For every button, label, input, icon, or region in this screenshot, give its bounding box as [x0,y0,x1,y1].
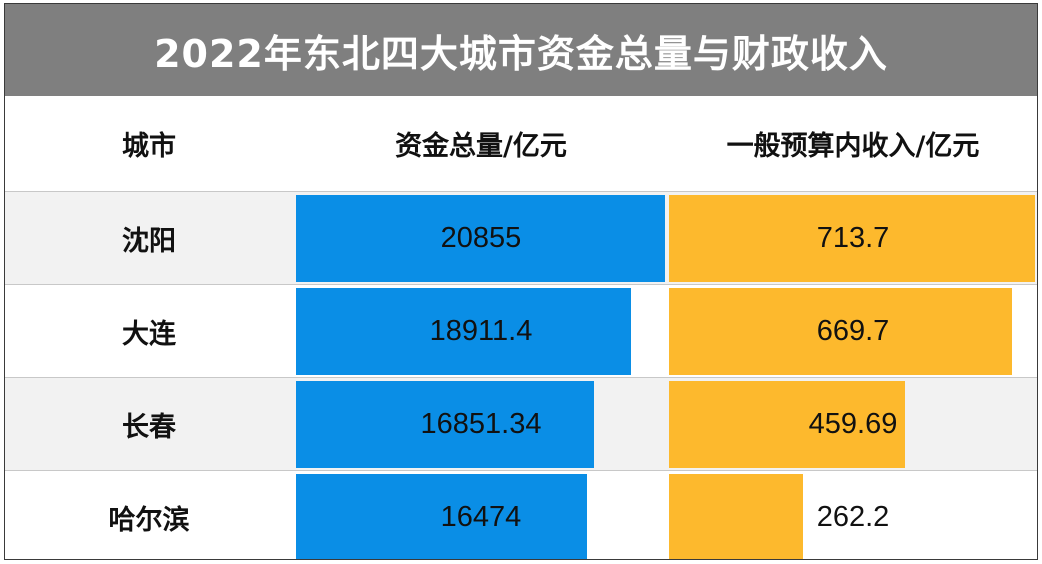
chart-title: 2022年东北四大城市资金总量与财政收入 [154,31,888,76]
revenue-cell: 669.7 [669,285,1037,377]
fund-cell: 16474 [296,471,666,559]
city-cell: 大连 [122,318,176,350]
revenue-value: 459.69 [808,407,898,440]
header-city: 城市 [122,131,176,162]
fund-cell: 20855 [296,192,666,284]
fund-value: 16474 [440,500,522,533]
table-row: 大连 18911.4 669.7 [5,285,1037,378]
city-cell: 哈尔滨 [108,504,190,536]
fund-value: 20855 [440,221,522,254]
revenue-cell: 713.7 [669,192,1037,284]
revenue-bar [669,381,905,468]
fund-value: 16851.34 [420,407,542,440]
revenue-value: 713.7 [816,221,890,254]
revenue-bar [669,288,1012,375]
fund-bar [296,195,665,282]
header-revenue: 一般预算内收入/亿元 [726,131,980,162]
title-bar: 2022年东北四大城市资金总量与财政收入 [5,4,1037,96]
table-row: 沈阳 20855 713.7 [5,192,1037,285]
fund-bar [296,381,594,468]
revenue-cell: 459.69 [669,378,1037,470]
fund-cell: 16851.34 [296,378,666,470]
city-cell: 长春 [122,411,176,443]
revenue-bar [669,474,803,559]
city-cell: 沈阳 [122,225,176,257]
fund-bar [296,474,587,559]
fund-cell: 18911.4 [296,285,666,377]
table-row: 长春 16851.34 459.69 [5,378,1037,471]
revenue-cell: 262.2 [669,471,1037,559]
fund-value: 18911.4 [429,314,533,347]
header-fund: 资金总量/亿元 [395,131,567,162]
revenue-value: 262.2 [816,500,890,533]
data-bar-table: 2022年东北四大城市资金总量与财政收入 城市 资金总量/亿元 一般预算内收入/… [4,3,1038,560]
revenue-bar [669,195,1035,282]
fund-bar [296,288,631,375]
table-row: 哈尔滨 16474 262.2 [5,471,1037,559]
header-row: 城市 资金总量/亿元 一般预算内收入/亿元 [5,96,1037,192]
revenue-value: 669.7 [816,314,890,347]
